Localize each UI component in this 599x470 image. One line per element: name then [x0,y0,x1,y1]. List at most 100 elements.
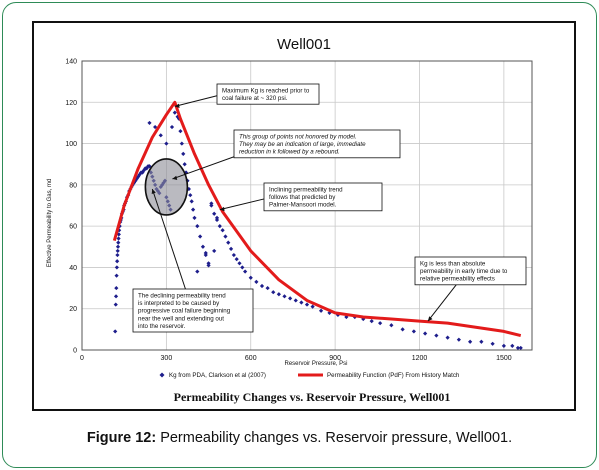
data-point [293,298,298,303]
data-point [501,343,506,348]
y-tick-label: 120 [65,100,77,107]
data-point [179,141,184,146]
annotation-arrowhead [172,175,178,180]
data-point [147,164,152,169]
x-tick-label: 0 [80,355,84,362]
data-point [114,273,119,278]
data-point [468,339,473,344]
data-point [115,244,121,249]
data-point [515,345,521,351]
figure-caption: Figure 12: Permeability changes vs. Rese… [0,430,599,446]
data-point [116,236,121,241]
annotation-arrow [219,198,266,211]
data-point [169,124,175,130]
data-point [411,329,416,334]
annotation-arrowhead [427,316,433,322]
data-point [237,261,242,266]
data-point [389,323,394,328]
data-point [223,234,228,239]
y-tick-label: 80 [69,182,77,189]
y-tick-label: 100 [65,141,77,148]
data-point [115,259,120,264]
chart-subtitle: Permeability Changes vs. Reservoir Press… [174,390,451,404]
data-point [423,331,428,336]
data-point [164,141,169,146]
data-point [400,327,405,332]
y-tick-label: 20 [69,306,77,313]
data-point [282,294,287,299]
annotation-text: The declining permeability trend is inter… [138,293,231,330]
axes: 0 20 40 60 80 100 120 140 0 300 600 900 1200 1500 [65,59,533,362]
data-point [134,176,139,181]
highlight-ellipse [144,158,189,216]
annotation-text: Inclining permeability trend follows that… [269,187,343,209]
data-point [137,172,142,177]
data-point [456,337,461,342]
data-point [231,252,236,258]
annotation-box [233,129,401,159]
data-point [518,345,523,351]
data-point [212,211,217,216]
series-line-permeability-function [112,100,522,338]
data-point [276,292,281,297]
data-point [113,302,118,307]
plot-area-border [81,60,533,351]
data-point [214,215,220,220]
x-tick-label: 900 [329,355,341,362]
annotation-text: Kg is less than absolute permeability in … [420,261,508,283]
data-point [369,319,374,324]
figure-caption-label: Figure 12: [86,430,157,446]
data-point [254,279,259,284]
data-point [195,269,200,274]
chart-svg: Well001 0 20 40 60 80 100 120 140 0 300 600 900 1200… [47,36,533,404]
data-point [445,335,450,340]
y-tick-label: 0 [73,348,77,355]
chart-panel: Well001 0 20 40 60 80 100 120 140 0 300 600 900 1200… [32,21,576,411]
data-point [114,285,119,291]
data-point [248,275,253,280]
legend: Kg from PDA, Clarkson et al (2007) Permea… [159,372,460,379]
data-point [136,174,141,179]
data-point [288,296,293,301]
data-point [304,302,310,307]
data-point [434,333,439,338]
legend-label-pdf: Permeability Function (PdF) From History… [327,372,460,379]
data-point [240,265,245,270]
data-point [490,341,495,346]
data-point [140,170,145,175]
data-point [271,290,276,295]
data-point [195,224,200,229]
annotation-box [216,83,320,105]
legend-marker-kg [159,372,165,378]
data-point [310,304,315,309]
data-point [116,240,121,245]
data-point [113,294,119,299]
annotation-box [132,288,254,333]
y-axis-label: Effective Permeability to Gas, md [47,179,53,268]
data-point [181,151,186,156]
data-point [158,133,163,138]
data-point [220,228,225,233]
annotation-text: This group of points not honored by mode… [239,134,366,156]
y-tick-label: 60 [69,224,77,231]
annotation-box [414,256,527,286]
data-point [203,250,208,256]
data-point [318,308,324,313]
x-tick-label: 600 [245,355,257,362]
data-point [299,300,304,305]
annotation-box [263,182,383,212]
annotation-arrowhead [151,188,156,194]
y-tick-label: 140 [65,59,77,66]
data-point [190,207,196,212]
annotation-arrow [151,188,187,291]
annotation-arrowhead [174,103,180,108]
data-point [209,201,214,206]
data-point [243,269,248,274]
x-axis-label: Reservoir Pressure, Psi [284,361,347,367]
data-point [182,162,187,167]
legend-label-kg: Kg from PDA, Clarkson et al (2007) [169,372,266,379]
data-point [234,257,239,262]
annotation-arrowhead [219,206,225,212]
annotation-text: Maximum Kg is reached prior to coal failu… [222,88,310,103]
data-point [188,193,193,198]
